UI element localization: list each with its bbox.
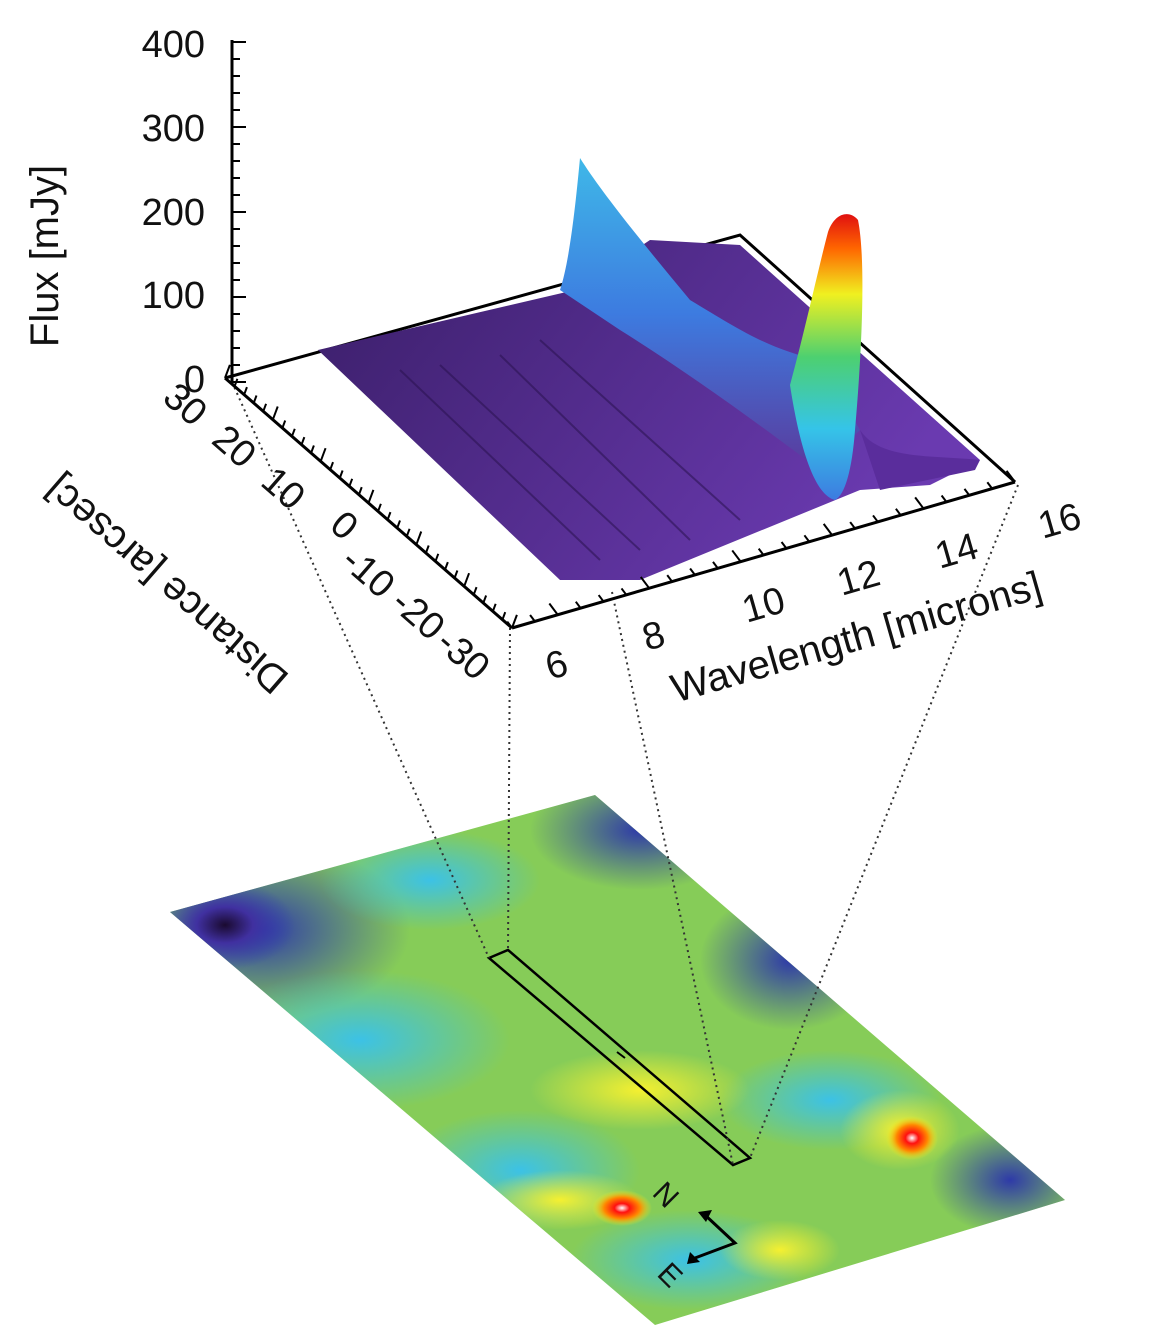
distance-tick-mark: [415, 531, 423, 546]
wavelength-tick-mark: [872, 514, 879, 523]
slit-center-mark: [616, 1051, 626, 1059]
wavelength-tick-mark: [548, 602, 559, 616]
surface-plot: [224, 40, 1017, 630]
wavelength-tick-mark: [529, 614, 536, 622]
distance-tick-mark: [291, 428, 296, 437]
distance-tick-mark: [348, 478, 354, 487]
distance-tick-mark: [511, 614, 518, 629]
flux-tick-label: 300: [142, 108, 205, 150]
wavelength-tick-mark: [849, 521, 856, 530]
distance-tick-mark: [319, 447, 327, 462]
distance-tick-mark: [329, 461, 334, 471]
wavelength-tick-mark: [620, 587, 628, 596]
wavelength-tick-mark: [712, 561, 719, 569]
distance-tick-mark: [252, 395, 258, 404]
flux-tick-label: 0: [184, 359, 205, 401]
emission-peak-13um: [790, 214, 863, 500]
wavelength-tick-mark: [757, 547, 765, 556]
wavelength-tick-mark: [963, 488, 971, 496]
distance-tick-mark: [396, 520, 401, 529]
emission-peak-7um: [560, 158, 860, 470]
wavelength-tick-mark: [914, 496, 925, 510]
distance-tick-mark: [463, 572, 471, 587]
distance-tick-mark: [405, 528, 411, 537]
wavelength-tick-mark: [597, 594, 605, 603]
distance-tick-mark: [386, 511, 392, 521]
distance-tick-mark: [424, 545, 430, 554]
distance-tick-mark: [300, 436, 306, 446]
distance-tick-mark: [472, 586, 478, 596]
flux-tick-labels: 400 300 200 100 0: [142, 24, 205, 401]
distance-tick-mark: [367, 489, 375, 504]
distance-tick-mark: [281, 420, 287, 429]
wavelength-ticks: [506, 470, 1016, 629]
flux-axis-title: Flux [mJy]: [23, 165, 67, 347]
distance-tick-mark: [482, 595, 488, 604]
wavelength-tick-mark: [689, 567, 696, 576]
distance-tick-mark: [243, 386, 248, 396]
distance-tick-label: 30: [155, 375, 214, 434]
heatmap-panel: N E: [170, 795, 1065, 1325]
wavelength-tick-mark: [895, 508, 902, 516]
wavelength-tick-mark: [666, 574, 673, 583]
wavelength-tick-label: 14: [931, 525, 983, 577]
wavelength-tick-label: 12: [833, 552, 885, 604]
wavelength-tick-mark: [639, 576, 650, 589]
distance-tick-mark: [357, 486, 363, 496]
distance-tick-mark: [233, 378, 239, 387]
distance-tick-mark: [271, 406, 279, 421]
wavelength-tick-mark: [940, 494, 948, 503]
wavelength-tick-label: 10: [738, 579, 790, 631]
wavelength-tick-mark: [822, 523, 833, 536]
wavelength-tick-mark: [780, 541, 788, 549]
back-box: [224, 233, 1017, 484]
distance-tick-mark: [310, 445, 315, 454]
distance-tick-label: -10: [333, 539, 402, 607]
distance-tick-mark: [262, 403, 268, 412]
flux-tick-label: 100: [142, 275, 205, 317]
distance-tick-label: 10: [253, 459, 312, 518]
wavelength-tick-mark: [803, 534, 811, 543]
projection-lines: [231, 381, 1019, 1166]
flux-ticks: [232, 41, 246, 383]
flux-tick-label: 200: [142, 192, 205, 234]
distance-axis-title: Distance [arcsec]: [36, 468, 296, 702]
wavelength-tick-label: 8: [638, 613, 670, 659]
distance-tick-mark: [453, 570, 459, 579]
wavelength-tick-mark: [731, 549, 742, 563]
wavelength-tick-label: 6: [541, 642, 573, 688]
wavelength-tick-mark: [574, 601, 582, 609]
distance-tick-label: 20: [204, 417, 263, 476]
wavelength-tick-label: 16: [1034, 495, 1086, 547]
wavelength-tick-mark: [506, 620, 513, 629]
flux-tick-label: 400: [142, 24, 205, 66]
distance-tick-mark: [224, 364, 231, 379]
distance-tick-mark: [444, 561, 449, 571]
wavelength-tick-mark: [986, 481, 993, 490]
distance-tick-mark: [491, 603, 497, 612]
wavelength-tick-mark: [1005, 470, 1016, 483]
distance-tick-mark: [338, 470, 344, 479]
distance-ticks: [224, 364, 518, 629]
distance-tick-mark: [377, 503, 382, 512]
distance-tick-mark: [501, 611, 507, 621]
distance-tick-mark: [434, 553, 440, 562]
slit-outline: [486, 948, 753, 1167]
